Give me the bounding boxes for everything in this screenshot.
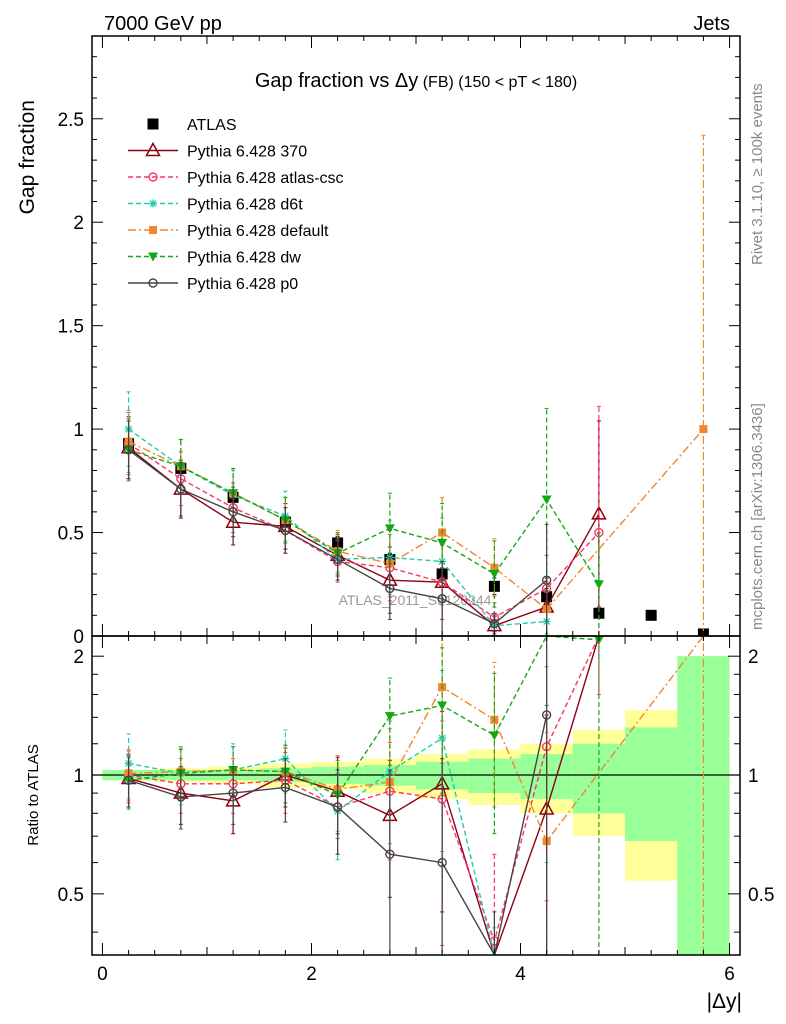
data-point <box>437 538 448 548</box>
header-right: Jets <box>693 13 730 35</box>
data-point <box>385 583 395 594</box>
title-range: (150 < pT < 180) <box>454 74 577 91</box>
legend-label: Pythia 6.428 p0 <box>187 276 298 293</box>
legend-entry-4: Pythia 6.428 default <box>128 223 329 240</box>
data-point <box>384 712 395 722</box>
data-point <box>228 507 238 517</box>
series-main-6 <box>123 420 552 636</box>
legend-marker <box>149 226 157 234</box>
ratio-uncertainty-bands <box>102 656 730 955</box>
stat-uncertainty-band <box>625 727 678 842</box>
main-ytick-label: 1.5 <box>58 317 84 338</box>
legend-marker <box>145 141 161 157</box>
ratio-ytick-label-right: 2 <box>748 647 759 668</box>
main-ytick-label: 2 <box>73 213 84 234</box>
data-point <box>228 788 238 798</box>
legend-label: Pythia 6.428 d6t <box>187 197 303 214</box>
ratio-xtick-label: 2 <box>306 964 317 985</box>
data-point <box>593 580 604 590</box>
data-point <box>332 802 343 812</box>
ratio-xtick-label: 6 <box>724 964 735 985</box>
data-point <box>176 484 186 494</box>
rivet-version: Rivet 3.1.10, ≥ 100k events <box>749 83 766 265</box>
legend-entry-1: Pythia 6.428 370 <box>128 141 307 161</box>
series-line <box>128 443 600 619</box>
legend-entry-0: ATLAS <box>147 117 237 134</box>
legend-marker <box>148 278 158 288</box>
ratio-panel-data <box>92 636 740 955</box>
header-left: 7000 GeV pp <box>104 13 222 35</box>
data-point <box>280 782 291 793</box>
legend-marker <box>147 118 159 130</box>
data-point <box>176 792 186 802</box>
data-point <box>591 505 607 520</box>
ratio-xtick-label: 0 <box>97 964 108 985</box>
data-point <box>385 849 395 859</box>
data-point <box>280 525 291 536</box>
series-line <box>128 636 600 944</box>
legend: ATLAS Pythia 6.428 370 Pythia 6.428 atlas-… <box>128 117 344 293</box>
legend-marker <box>148 252 158 262</box>
ratio-ylabel: Ratio to ATLAS <box>25 744 42 845</box>
legend-entry-3: Pythia 6.428 d6t <box>128 197 303 214</box>
legend-entry-5: Pythia 6.428 dw <box>128 250 301 267</box>
ratio-xlabel: |Δy| <box>707 990 742 1013</box>
series-main-0 <box>123 438 709 636</box>
data-point <box>490 563 499 572</box>
ratio-ytick-label-right: 0.5 <box>748 885 774 906</box>
series-ratio-5 <box>123 636 552 955</box>
data-point <box>541 495 552 505</box>
ratio-ytick-label: 0.5 <box>58 885 84 906</box>
main-title: Gap fraction vs Δy (FB) (150 < pT < 180) <box>255 70 577 92</box>
data-point <box>332 554 343 565</box>
series-line <box>128 636 600 955</box>
title-main: Gap fraction vs <box>255 70 395 92</box>
data-point <box>489 731 500 741</box>
main-panel-data <box>120 134 709 636</box>
data-point <box>123 775 134 785</box>
data-point <box>541 575 552 585</box>
ratio-xtick-label: 4 <box>515 964 526 985</box>
legend-label: Pythia 6.428 default <box>187 223 329 240</box>
data-point <box>489 569 500 579</box>
series-line <box>128 428 704 611</box>
data-point <box>437 701 448 711</box>
series-line <box>128 449 600 585</box>
main-ytick-label: 1 <box>73 420 84 441</box>
ratio-ytick-label: 2 <box>73 647 84 668</box>
axes: 00.511.522.50 2 4 60.5 0.51 12 2 <box>58 35 774 985</box>
legend-label: ATLAS <box>187 117 237 134</box>
data-point <box>384 524 395 534</box>
main-ytick-label: 0 <box>73 627 84 648</box>
data-point <box>123 445 134 455</box>
data-point <box>489 618 500 629</box>
legend-label: Pythia 6.428 dw <box>187 250 301 267</box>
title-delta: Δy <box>395 70 418 92</box>
series-line <box>128 447 600 627</box>
data-point <box>541 710 552 720</box>
main-ytick-label: 0.5 <box>58 524 84 545</box>
legend-marker <box>149 199 157 208</box>
data-point <box>438 734 447 743</box>
ratio-ytick-label-right: 1 <box>748 766 759 787</box>
legend-marker <box>148 172 158 182</box>
ratio-ytick-label: 1 <box>73 766 84 787</box>
legend-label: Pythia 6.428 370 <box>187 144 307 161</box>
legend-entry-6: Pythia 6.428 p0 <box>128 276 298 293</box>
title-fb: (FB) <box>418 74 454 91</box>
main-ytick-label: 2.5 <box>58 110 84 131</box>
data-point <box>593 607 605 619</box>
mcplots-credit: mcplots.cern.ch [arXiv:1306.3436] <box>749 403 766 630</box>
main-ylabel: Gap fraction <box>16 100 39 214</box>
series-line <box>128 636 704 843</box>
data-point <box>437 594 447 604</box>
legend-label: Pythia 6.428 atlas-csc <box>187 170 344 187</box>
data-point <box>645 609 657 621</box>
data-point <box>699 425 708 434</box>
data-point <box>437 857 447 868</box>
legend-entry-2: Pythia 6.428 atlas-csc <box>128 170 344 187</box>
